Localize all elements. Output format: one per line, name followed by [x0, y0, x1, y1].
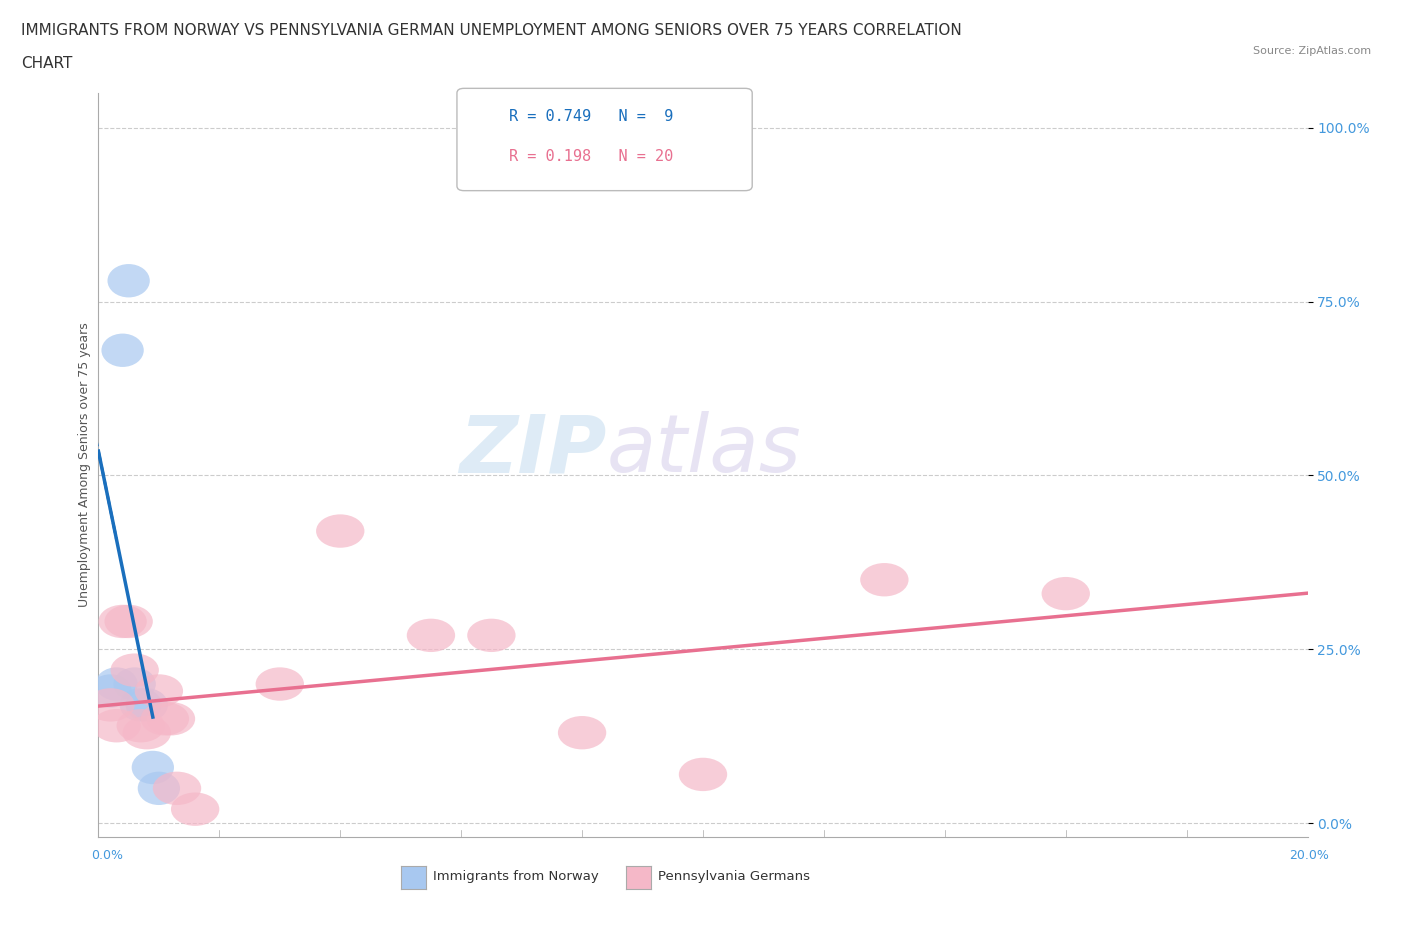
Text: 20.0%: 20.0% [1289, 849, 1329, 862]
Ellipse shape [138, 772, 180, 805]
Ellipse shape [93, 709, 141, 742]
Ellipse shape [104, 604, 153, 638]
Ellipse shape [90, 674, 132, 708]
Ellipse shape [558, 716, 606, 750]
Ellipse shape [107, 264, 150, 298]
Y-axis label: Unemployment Among Seniors over 75 years: Unemployment Among Seniors over 75 years [79, 323, 91, 607]
Text: Pennsylvania Germans: Pennsylvania Germans [658, 870, 810, 883]
Ellipse shape [141, 702, 190, 736]
Ellipse shape [86, 688, 135, 722]
Ellipse shape [146, 702, 195, 736]
Ellipse shape [860, 563, 908, 596]
Ellipse shape [120, 688, 162, 722]
Ellipse shape [125, 688, 167, 722]
Ellipse shape [114, 668, 156, 700]
Ellipse shape [135, 674, 183, 708]
Text: Source: ZipAtlas.com: Source: ZipAtlas.com [1253, 46, 1371, 57]
Ellipse shape [679, 758, 727, 791]
Ellipse shape [467, 618, 516, 652]
Text: Immigrants from Norway: Immigrants from Norway [433, 870, 599, 883]
Ellipse shape [406, 618, 456, 652]
Ellipse shape [98, 604, 146, 638]
Ellipse shape [316, 514, 364, 548]
Ellipse shape [1042, 577, 1090, 610]
Ellipse shape [132, 751, 174, 784]
Text: R = 0.749   N =  9: R = 0.749 N = 9 [509, 109, 673, 124]
Ellipse shape [101, 334, 143, 367]
Ellipse shape [153, 772, 201, 805]
Text: IMMIGRANTS FROM NORWAY VS PENNSYLVANIA GERMAN UNEMPLOYMENT AMONG SENIORS OVER 75: IMMIGRANTS FROM NORWAY VS PENNSYLVANIA G… [21, 23, 962, 38]
Ellipse shape [256, 668, 304, 700]
Text: atlas: atlas [606, 411, 801, 489]
Ellipse shape [122, 716, 172, 750]
Text: 0.0%: 0.0% [91, 849, 124, 862]
Ellipse shape [96, 668, 138, 700]
Text: CHART: CHART [21, 56, 73, 71]
Text: R = 0.198   N = 20: R = 0.198 N = 20 [509, 149, 673, 164]
Ellipse shape [111, 654, 159, 687]
Ellipse shape [172, 792, 219, 826]
Ellipse shape [117, 709, 165, 742]
Text: ZIP: ZIP [458, 411, 606, 489]
